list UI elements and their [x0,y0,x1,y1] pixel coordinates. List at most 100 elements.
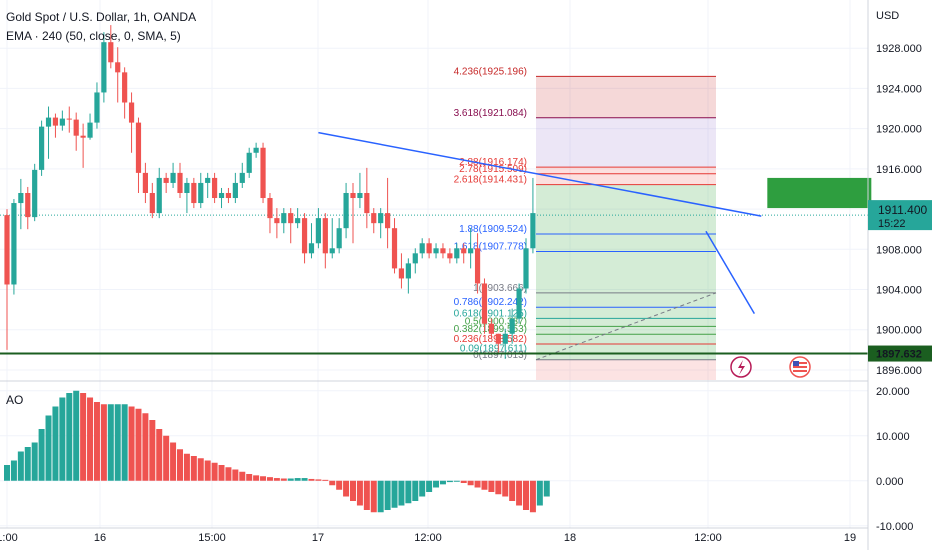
ao-bar [17,451,24,481]
candle-body [239,172,245,183]
candle-body [156,177,162,214]
fib-level-label: 0.618(1901.125) [454,308,527,319]
ao-bar [509,480,516,501]
ao-bar [253,475,260,481]
candle-body [274,218,280,224]
time-tick-label: 12:00 [694,532,722,544]
candle-body [170,172,176,183]
ao-histogram: AO [4,390,550,513]
price-tick-label: 1916.000 [876,164,922,176]
ao-bar [419,480,426,497]
candle-body [267,198,273,219]
ao-bar [73,390,80,481]
candle-body [11,203,17,285]
fib-level-label: 3.618(1921.084) [454,108,527,119]
candle-body [523,248,529,289]
candle-body [212,177,218,199]
candle-body [412,253,418,264]
candle-body [191,182,197,204]
ao-bar [474,480,481,488]
ao-bar [377,480,384,513]
ao-bar [315,479,322,481]
fib-level-label: 0(1897.013) [473,350,527,361]
ao-bar [433,480,440,488]
currency-label: USD [876,10,899,22]
candle-body [322,218,328,254]
fib-level-label: 2.88(1916.174) [459,157,527,168]
ao-bar [280,478,287,481]
ao-bar [308,478,315,481]
candle-body [253,147,259,153]
ao-bar [114,404,121,481]
fib-level-label: 1.88(1909.524) [459,224,527,235]
ao-bar [294,478,301,481]
fib-level-label: 4.236(1925.196) [454,66,527,77]
candle-body [94,92,100,123]
candle-body [115,62,121,73]
candle-body [295,218,301,224]
ao-bar [4,465,10,481]
ao-bar [543,480,550,497]
ao-bar [481,480,488,490]
ao-tick-label: 0.000 [876,476,904,488]
candle-body [371,213,377,224]
us-flag-event-icon[interactable] [789,356,811,378]
candle-body [142,172,148,193]
ao-bar [177,449,183,481]
candle-body [509,318,515,334]
event-icons[interactable] [730,356,811,378]
candle-body [73,119,79,136]
time-tick-label: 16 [94,532,106,544]
candle-body [45,117,52,127]
support-price-value: 1897.632 [876,349,922,361]
ao-bar [495,480,502,495]
ao-bar [529,480,536,513]
candle-body [32,169,38,218]
ao-bar [135,408,142,481]
ao-bar [273,478,280,481]
candle-body [87,122,93,138]
candle-body [481,283,488,324]
time-tick-label: 18 [564,532,576,544]
candle-body [433,248,439,254]
candle-body [440,248,446,254]
ao-tick-label: -10.000 [876,521,913,533]
fib-level-label: 1(1903.666) [473,283,527,294]
ao-bar [356,480,363,506]
drawings[interactable] [0,131,872,355]
target-zone-box [767,177,872,209]
ao-bar [190,456,197,481]
ao-bar [502,480,509,497]
ao-bar [516,480,523,506]
ao-bar [45,415,52,481]
price-tick-label: 1908.000 [876,244,922,256]
flash-event-icon[interactable] [730,356,752,378]
chart-title: Gold Spot / U.S. Dollar, 1h, OANDA [6,10,197,24]
candle-body [391,228,398,269]
price-tick-label: 1924.000 [876,83,922,95]
candle-body [426,243,432,254]
candle-body [502,333,508,344]
ao-bar [301,478,308,481]
candle-body [461,248,467,254]
candle-body [336,228,342,249]
ao-bar [370,480,377,513]
fib-level-label: 1.618(1907.778) [454,242,527,253]
candle-body [419,243,425,254]
candle-body [281,213,287,224]
ao-bar [343,480,350,497]
candle-body [4,215,10,285]
ao-bar [107,404,114,481]
fibonacci-extension[interactable]: 4.236(1925.196) 3.618(1921.084) 2.88(1916.… [454,66,717,380]
candle-body [122,72,128,103]
ao-label: AO [6,393,23,407]
candle-body [225,192,232,199]
fib-level-label: 0.09(1897.611) [460,344,527,355]
candle-body [184,182,190,193]
ao-bar [31,442,38,481]
ao-bar [156,429,163,481]
ao-bar [439,480,446,485]
ao-bar [149,420,156,481]
